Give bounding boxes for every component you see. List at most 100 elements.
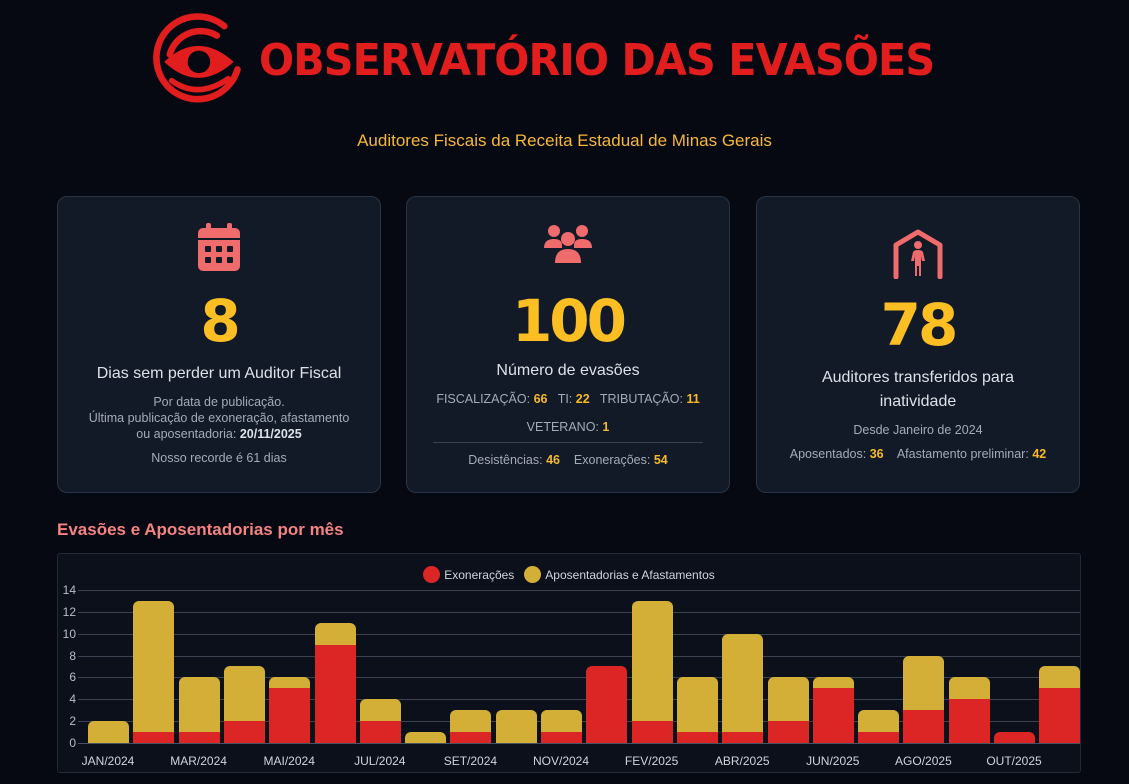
bar-fev-2025[interactable]: [631, 600, 673, 743]
days-note-1: Por data de publicação.: [153, 395, 285, 409]
bar-set-2024[interactable]: [450, 710, 492, 743]
bar-segment-aposentadorias: [631, 600, 673, 722]
bar-segment-aposentadorias: [767, 677, 809, 722]
y-tick-label: 12: [62, 604, 76, 619]
bar-segment-aposentadorias: [858, 710, 900, 733]
bar-segment-aposentadorias: [269, 677, 311, 689]
bar-segment-exoneracoes: [994, 732, 1035, 743]
last-publication-date: 20/11/2025: [239, 427, 302, 441]
bar-nov-2025[interactable]: [1039, 666, 1081, 743]
exoneracoes-value: 54: [653, 453, 668, 467]
bar-out-2024[interactable]: [495, 710, 537, 743]
person-shelter-icon: [757, 229, 1079, 281]
bar-segment-aposentadorias: [405, 732, 447, 743]
bar-segment-aposentadorias: [178, 677, 220, 733]
bar-out-2025[interactable]: [994, 732, 1035, 743]
gridline: [78, 699, 1080, 701]
bar-segment-aposentadorias: [1039, 666, 1081, 689]
days-count: 8: [200, 287, 240, 355]
bar-segment-exoneracoes: [133, 732, 175, 743]
bar-fev-2024[interactable]: [133, 600, 175, 743]
days-note-2: Última publicação de exoneração, afastam…: [88, 411, 350, 425]
bar-segment-aposentadorias: [495, 710, 537, 743]
y-tick-label: 2: [69, 714, 76, 729]
chart-section-title: Evasões e Aposentadorias por mês: [57, 520, 344, 539]
bar-segment-exoneracoes: [903, 710, 945, 743]
days-label: Dias sem perder um Auditor Fiscal: [96, 365, 342, 382]
bar-abr-2025[interactable]: [722, 633, 764, 743]
users-icon: [407, 223, 729, 275]
y-tick-label: 10: [62, 626, 76, 641]
bar-mai-2025[interactable]: [767, 677, 809, 743]
bar-segment-exoneracoes: [269, 688, 311, 743]
gridline: [78, 633, 1080, 635]
inactivity-count: 78: [880, 291, 959, 359]
bar-jan-2025[interactable]: [586, 666, 628, 743]
bar-segment-exoneracoes: [676, 732, 718, 743]
x-axis-line: [78, 743, 1080, 744]
bar-jan-2024[interactable]: [88, 721, 129, 743]
legend-label: Exonerações: [444, 567, 515, 582]
bar-segment-exoneracoes: [948, 699, 990, 743]
app-title: OBSERVATÓRIO DAS EVASÕES: [259, 34, 935, 86]
bar-segment-exoneracoes: [767, 721, 809, 743]
bar-mai-2024[interactable]: [269, 677, 311, 743]
breakdown-veterano-value: 1: [602, 420, 610, 434]
card-days-without-loss: 8 Dias sem perder um Auditor Fiscal Por …: [57, 196, 381, 493]
bar-segment-aposentadorias: [88, 721, 129, 743]
evasions-veterano: VETERANO: 1: [407, 419, 729, 435]
bar-abr-2024[interactable]: [223, 666, 265, 743]
x-tick-label: JUN/2025: [806, 754, 860, 768]
bar-segment-aposentadorias: [450, 710, 492, 733]
bar-jun-2025[interactable]: [812, 677, 854, 743]
bar-jul-2024[interactable]: [359, 699, 401, 743]
gridline: [78, 611, 1080, 613]
breakdown-tributacao-value: 11: [686, 392, 700, 406]
x-tick-label: SET/2024: [443, 754, 498, 768]
divider: [433, 442, 703, 443]
x-tick-label: FEV/2025: [624, 754, 679, 768]
bar-segment-exoneracoes: [314, 644, 356, 743]
chart-legend: Exonerações Aposentadorias e Afastamento…: [58, 566, 1080, 583]
bar-segment-exoneracoes: [631, 721, 673, 743]
bar-segment-aposentadorias: [676, 677, 718, 733]
breakdown-tributacao-label: TRIBUTAÇÃO:: [599, 392, 683, 406]
monthly-chart: Exonerações Aposentadorias e Afastamento…: [57, 553, 1081, 773]
bar-segment-aposentadorias: [359, 699, 401, 722]
evasions-label: Número de evasões: [496, 362, 640, 379]
bar-mar-2024[interactable]: [178, 677, 220, 743]
record-text: Nosso recorde é 61 dias: [151, 451, 287, 465]
bar-jun-2024[interactable]: [314, 622, 356, 743]
bar-ago-2025[interactable]: [903, 655, 945, 743]
legend-item-aposentadorias[interactable]: Aposentadorias e Afastamentos: [524, 566, 715, 583]
legend-item-exoneracoes[interactable]: Exonerações: [423, 566, 514, 583]
evasions-breakdown: FISCALIZAÇÃO: 66 TI: 22 TRIBUTAÇÃO: 11: [407, 391, 729, 407]
subtitle: Auditores Fiscais da Receita Estadual de…: [357, 131, 772, 150]
bar-segment-exoneracoes: [541, 732, 582, 743]
x-tick-label: NOV/2024: [532, 754, 590, 768]
bar-ago-2024[interactable]: [405, 732, 447, 743]
bar-set-2025[interactable]: [948, 677, 990, 743]
y-tick-label: 4: [69, 692, 76, 707]
bar-mar-2025[interactable]: [676, 677, 718, 743]
legend-label: Aposentadorias e Afastamentos: [545, 567, 715, 582]
days-note-prefix: ou aposentadoria:: [136, 427, 240, 441]
y-tick-label: 0: [69, 736, 76, 750]
gridline: [78, 589, 1080, 591]
bar-nov-2024[interactable]: [541, 710, 582, 743]
x-tick-label: JAN/2024: [81, 754, 135, 768]
bar-segment-exoneracoes: [812, 688, 854, 743]
card-inactivity: 78 Auditores transferidos para inativida…: [756, 196, 1080, 493]
inactivity-since: Desde Janeiro de 2024: [853, 423, 983, 437]
bar-segment-exoneracoes: [722, 732, 764, 743]
bar-segment-exoneracoes: [1039, 688, 1081, 743]
breakdown-fiscalizacao-value: 66: [533, 392, 548, 406]
desistencias-value: 46: [546, 453, 560, 467]
gridline: [78, 677, 1080, 679]
inactivity-label-2: inatividade: [879, 393, 957, 410]
calendar-icon: [58, 223, 380, 275]
inactivity-label-1: Auditores transferidos para: [821, 369, 1015, 386]
days-note-3: ou aposentadoria: 20/11/2025: [58, 426, 380, 442]
bar-segment-exoneracoes: [450, 732, 492, 743]
bar-jul-2025[interactable]: [858, 710, 900, 743]
